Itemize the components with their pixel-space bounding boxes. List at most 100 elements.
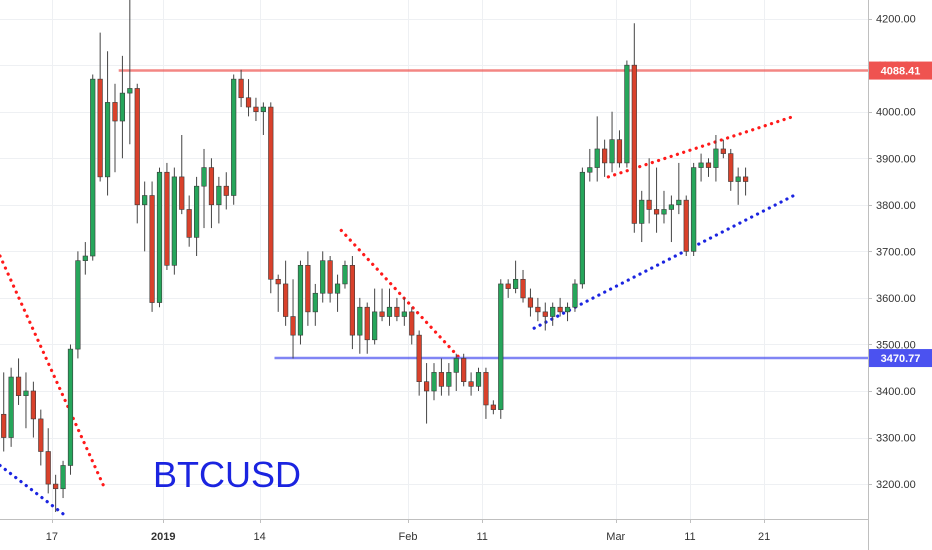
candle [646,158,652,224]
candle [468,372,474,396]
candle-body [468,381,474,387]
candle-body [60,465,66,490]
candle [639,190,645,243]
candle-body [223,185,229,196]
candle-body [594,148,600,168]
x-tick-label: 17 [46,531,58,543]
candle [602,139,608,177]
candle-body [97,78,103,178]
candle-body [8,376,14,438]
candle [661,190,667,224]
candle-body [179,176,185,210]
candle-body [728,153,734,182]
candle-body [342,265,348,285]
candle-body [15,376,22,396]
candle [142,181,148,252]
candle-body [82,255,88,261]
candle [609,111,615,173]
x-axis-ticks[interactable]: 17 2019 14 Feb 11 Mar 11 21 [46,519,770,543]
candle-body [193,185,200,238]
candle-body [564,306,571,313]
candle-body [134,88,140,206]
candle [409,307,415,345]
trendline[interactable] [0,463,69,519]
candle-body [579,171,585,285]
candle-body [587,167,593,173]
candle-body [735,176,741,182]
candle [90,74,96,261]
candle [23,372,29,429]
candle [112,83,118,173]
candle [475,367,482,391]
candle-body [245,97,252,108]
candle-body [646,199,652,210]
candle-body [1,413,7,438]
candle [453,353,459,391]
candle [290,279,296,359]
x-tick-label: 14 [254,531,266,543]
trendline[interactable] [606,114,796,179]
price-tag [869,61,932,80]
candle [527,288,534,317]
candle [312,283,318,326]
y-axis-ticks[interactable]: 3200.00 3300.00 3400.00 3500.00 3600.00 3700.… [868,14,916,491]
trendlines[interactable] [0,114,796,519]
candle-body [423,381,430,392]
candle-body [186,209,192,238]
candle [30,381,36,438]
horizontal-levels[interactable] [118,69,868,360]
candle-body [312,292,318,313]
candle-body [372,311,378,341]
candle [260,102,266,135]
trendline[interactable] [339,228,462,361]
candle-body [23,390,29,396]
candle [171,167,177,275]
candle [208,158,215,229]
candle [38,409,44,466]
candle [216,176,222,224]
candle [364,302,370,354]
candle [349,256,355,350]
candle [720,139,726,159]
candle-body [238,78,244,99]
x-tick-label: 11 [477,531,488,543]
candle-body [438,372,445,387]
candle [505,279,511,298]
candle-body [90,78,96,257]
candle [401,297,407,326]
candle-body [475,372,482,387]
candle-body [45,451,51,485]
candle [238,69,244,108]
candle-body [461,358,467,382]
candle-body [142,195,148,206]
candle-body [127,88,133,94]
candle-body [320,260,326,294]
candle [535,297,541,322]
candle-body [349,265,355,336]
candle-body [431,372,437,392]
candle [742,167,749,196]
candle [683,195,689,257]
candle-body [327,260,333,294]
trendline[interactable] [532,193,796,330]
candle-body [394,306,400,317]
candle-body [75,260,81,350]
candle [728,148,734,191]
candle [587,148,593,182]
candle-body [171,176,177,266]
candle-body [275,278,281,285]
candle-body [38,418,44,452]
candle [231,74,237,205]
candle [616,130,623,168]
candle [15,358,22,405]
candle [134,83,140,224]
price-tag-label: 3470.77 [881,353,921,365]
candle-body [661,209,667,215]
candle-body [542,311,548,317]
candle-body [231,78,237,196]
candle-body [513,278,519,289]
trendline[interactable] [0,254,106,489]
candle-body [602,148,608,164]
